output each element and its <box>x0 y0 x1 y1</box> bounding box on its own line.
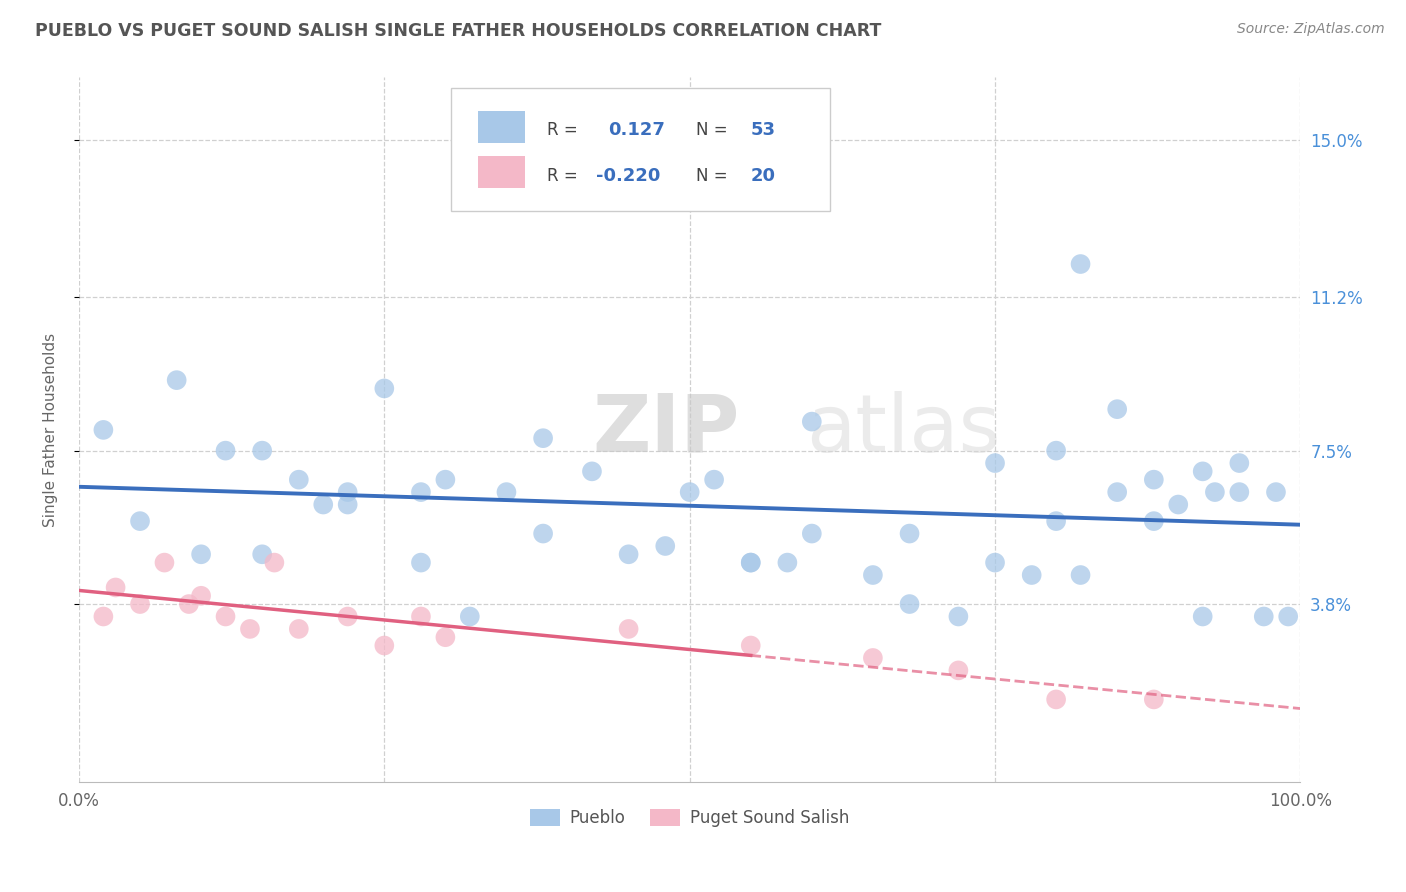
Point <box>129 514 152 528</box>
Point <box>679 485 702 500</box>
Point <box>740 556 762 570</box>
Point <box>1143 692 1166 706</box>
Point <box>434 630 457 644</box>
Point <box>531 526 554 541</box>
Text: R =: R = <box>547 167 578 186</box>
Point <box>336 498 359 512</box>
Point <box>129 597 152 611</box>
Point <box>495 485 517 500</box>
Point <box>1070 568 1092 582</box>
Point <box>800 526 823 541</box>
Text: PUEBLO VS PUGET SOUND SALISH SINGLE FATHER HOUSEHOLDS CORRELATION CHART: PUEBLO VS PUGET SOUND SALISH SINGLE FATH… <box>35 22 882 40</box>
Point <box>654 539 676 553</box>
Point <box>1045 514 1067 528</box>
Point <box>1143 514 1166 528</box>
Point <box>1070 257 1092 271</box>
Point <box>800 415 823 429</box>
Point <box>948 664 970 678</box>
Point <box>948 609 970 624</box>
Point <box>1143 473 1166 487</box>
Point <box>740 639 762 653</box>
FancyBboxPatch shape <box>451 88 830 211</box>
Point <box>239 622 262 636</box>
Point <box>250 547 273 561</box>
Point <box>581 464 603 478</box>
Point <box>1265 485 1288 500</box>
Text: ZIP: ZIP <box>592 391 740 469</box>
Text: -0.220: -0.220 <box>596 167 659 186</box>
Point <box>312 498 335 512</box>
Point <box>984 456 1007 470</box>
Point <box>214 443 236 458</box>
Point <box>409 556 432 570</box>
Point <box>1107 402 1129 417</box>
Point <box>288 622 311 636</box>
Point <box>1253 609 1275 624</box>
Point <box>862 568 884 582</box>
Point <box>177 597 200 611</box>
Point <box>898 526 921 541</box>
Text: N =: N = <box>696 121 727 139</box>
Point <box>458 609 481 624</box>
FancyBboxPatch shape <box>478 111 524 143</box>
Y-axis label: Single Father Households: Single Father Households <box>44 333 58 527</box>
Point <box>336 485 359 500</box>
Point <box>1191 464 1213 478</box>
Point <box>984 556 1007 570</box>
Point <box>153 556 176 570</box>
Point <box>373 381 395 395</box>
Point <box>263 556 285 570</box>
Point <box>1045 443 1067 458</box>
Point <box>617 622 640 636</box>
Text: R =: R = <box>547 121 578 139</box>
Point <box>93 609 115 624</box>
Point <box>409 609 432 624</box>
Point <box>1107 485 1129 500</box>
Point <box>409 485 432 500</box>
Text: Source: ZipAtlas.com: Source: ZipAtlas.com <box>1237 22 1385 37</box>
FancyBboxPatch shape <box>478 156 524 188</box>
Point <box>93 423 115 437</box>
Point <box>336 609 359 624</box>
Point <box>1191 609 1213 624</box>
Point <box>703 473 725 487</box>
Point <box>898 597 921 611</box>
Point <box>434 473 457 487</box>
Point <box>776 556 799 570</box>
Text: 53: 53 <box>751 121 776 139</box>
Text: atlas: atlas <box>806 391 1000 469</box>
Point <box>214 609 236 624</box>
Legend: Pueblo, Puget Sound Salish: Pueblo, Puget Sound Salish <box>523 803 856 834</box>
Point <box>166 373 188 387</box>
Text: N =: N = <box>696 167 727 186</box>
Point <box>862 651 884 665</box>
Point <box>1045 692 1067 706</box>
Point <box>190 589 212 603</box>
Point <box>740 556 762 570</box>
Point <box>1277 609 1299 624</box>
Point <box>617 547 640 561</box>
Point <box>190 547 212 561</box>
Point <box>104 581 127 595</box>
Text: 0.127: 0.127 <box>607 121 665 139</box>
Point <box>1227 456 1250 470</box>
Point <box>1227 485 1250 500</box>
Point <box>250 443 273 458</box>
Text: 20: 20 <box>751 167 776 186</box>
Point <box>288 473 311 487</box>
Point <box>1204 485 1226 500</box>
Point <box>531 431 554 445</box>
Point <box>373 639 395 653</box>
Point <box>1167 498 1189 512</box>
Point <box>1021 568 1043 582</box>
